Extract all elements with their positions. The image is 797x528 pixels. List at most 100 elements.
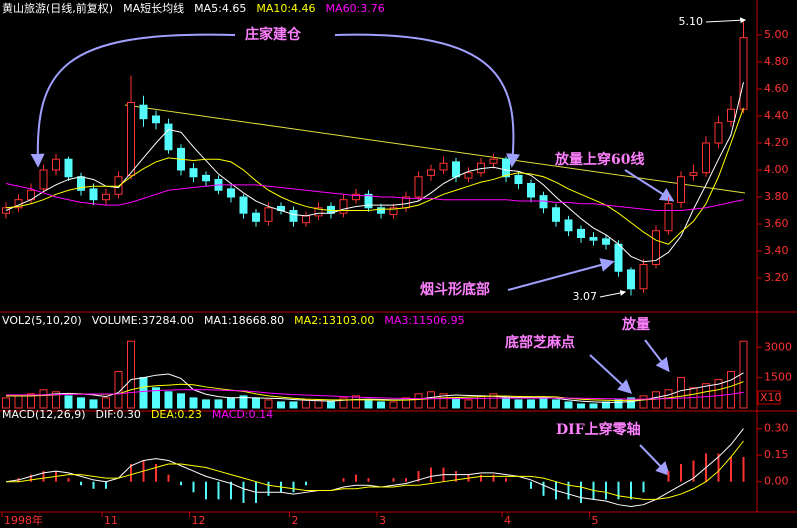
volume-bar [114,371,123,409]
arrow [507,258,615,291]
volume-bar [89,399,98,409]
annotation: DIF上穿零轴 [556,421,641,438]
candle-body [739,37,748,110]
candle-body [589,237,598,241]
volume-bar [177,393,185,409]
candle-body [577,228,585,238]
ma-line [5,428,744,507]
volume-bar [139,377,148,409]
header-text: VOL2(5,10,20) [2,314,82,327]
volume-bar [252,397,260,409]
candle-body [189,168,198,178]
volume-bar [264,399,273,409]
y-tick-label: 0.15 [764,448,789,461]
volume-bar [302,399,310,409]
y-tick-label: 3.40 [764,244,789,257]
candle-body [239,196,248,214]
volume-bar [627,397,635,409]
volume-bar [352,395,360,409]
header-text: MA短长均线 [123,1,184,15]
y-tick-label: 4.20 [764,136,789,149]
ma-line [6,372,744,403]
volume-bar [52,391,60,409]
volume-bar [364,399,373,409]
arrow [599,289,627,298]
candle-body [427,169,435,176]
arrow [644,339,670,373]
volume-bar [477,395,485,409]
volume-bar [414,393,423,409]
y-tick-label: 4.60 [764,82,789,95]
header-text: MA1:18668.80 [204,314,284,327]
ma-line [6,440,744,500]
candle-body [602,238,610,245]
candle-body [502,158,510,178]
unit-label: X10 [760,391,782,404]
header-text: MACD(12,26,9) [2,408,86,421]
volume-bar [127,340,135,409]
annotation: 放量 [621,316,650,333]
annotation: 放量上穿60线 [554,151,644,168]
candle-body [727,108,735,122]
header-text: DIF:0.30 [96,408,141,421]
candle-body [452,161,460,178]
y-tick-label: 4.40 [764,109,789,122]
arrow [705,17,747,24]
volume-bar [589,403,598,409]
y-tick-label: 4.00 [764,163,789,176]
ma-line [6,381,744,402]
header-text: MA60:3.76 [326,2,385,15]
volume-bar [602,401,610,409]
annotation-arrows [30,33,675,477]
volume-bar [377,401,385,409]
candle-body [314,207,323,217]
volume-bar [402,397,410,409]
candle-body [664,203,673,232]
x-tick-label: 1998年 [4,513,43,527]
candle-body [389,207,398,216]
candle-body [527,183,535,198]
candle-body [639,264,648,290]
volume-bar [214,399,223,409]
volume-bar [189,397,198,409]
arrow [589,354,633,394]
extreme-label: 5.10 [679,15,704,28]
header-text: DEA:0.23 [151,408,202,421]
y-tick-label: 3.60 [764,217,789,230]
volume-bar [552,399,560,409]
header-text: VOLUME:37284.00 [92,314,194,327]
volume-bar [27,393,35,409]
volume-bar [339,397,348,409]
x-tick-label: 11 [104,514,118,527]
volume-bar [577,403,585,409]
candle-body [677,176,685,203]
candle-body [652,230,660,265]
y-tick-label: 3.80 [764,190,789,203]
y-tick-label: 0.00 [764,475,789,488]
volume-bar [39,389,48,409]
candle-body [52,158,60,171]
volume-bar [77,397,85,409]
y-tick-label: 5.00 [764,28,789,41]
y-tick-label: 3.20 [764,271,789,284]
volume-bar [464,399,473,409]
arrow [639,444,670,477]
volume-bar [514,399,523,409]
volume-bar [677,377,685,409]
candle-body [102,193,110,201]
volume-bar [614,399,623,409]
x-tick-label: 5 [592,514,599,527]
candle-body [164,123,173,151]
extreme-arrows [599,17,747,298]
candle-body [114,176,123,195]
candle-body [89,188,98,201]
header-text: 黄山旅游(日线,前复权) [2,1,113,15]
volume-bar [527,399,535,409]
candle-body [464,172,473,179]
candle-body [127,102,135,176]
volume-bar [427,391,435,409]
x-tick-label: 2 [292,514,299,527]
header-text: MACD:0.14 [212,408,273,421]
